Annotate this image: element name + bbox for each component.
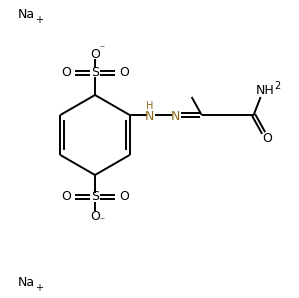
Text: O: O	[119, 66, 129, 80]
Text: ⁻: ⁻	[100, 216, 105, 226]
Text: O: O	[119, 190, 129, 204]
Text: S: S	[91, 66, 99, 80]
Text: O: O	[61, 190, 71, 204]
Text: Na: Na	[18, 277, 35, 289]
Text: O: O	[90, 209, 100, 223]
Text: Na: Na	[18, 9, 35, 21]
Text: 2: 2	[274, 81, 281, 91]
Text: +: +	[35, 15, 43, 25]
Text: N: N	[145, 109, 154, 122]
Text: +: +	[35, 283, 43, 293]
Text: H: H	[146, 101, 153, 111]
Text: O: O	[263, 133, 273, 145]
Text: O: O	[61, 66, 71, 80]
Text: S: S	[91, 190, 99, 204]
Text: N: N	[171, 109, 180, 122]
Text: O: O	[90, 47, 100, 60]
Text: NH: NH	[255, 85, 274, 97]
Text: ⁻: ⁻	[100, 44, 105, 54]
